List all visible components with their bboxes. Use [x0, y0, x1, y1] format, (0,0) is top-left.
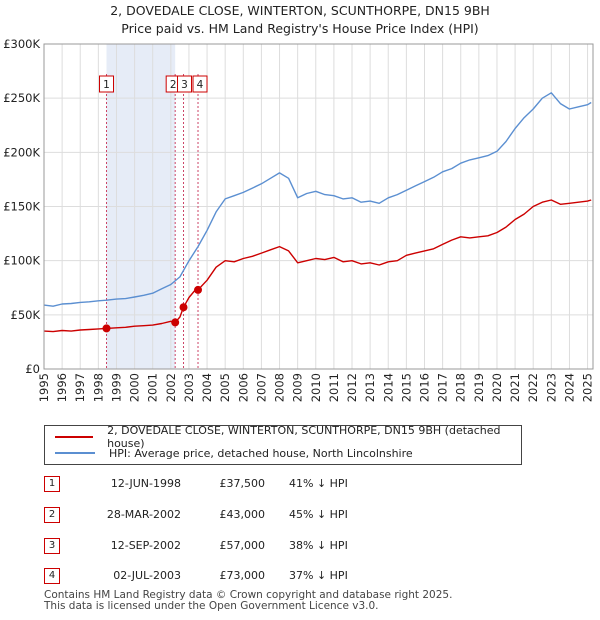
- plot-frame: [43, 43, 594, 370]
- x-tick-label: 1999: [109, 373, 123, 402]
- hpi-line: [43, 92, 592, 307]
- legend-label-hpi: HPI: Average price, detached house, Nort…: [109, 446, 413, 460]
- x-tick-label: 2023: [544, 373, 558, 402]
- transaction-number: 4: [44, 568, 60, 584]
- transaction-price: £37,500: [219, 477, 266, 490]
- transaction-number: 3: [44, 538, 60, 554]
- legend-label-property: 2, DOVEDALE CLOSE, WINTERTON, SCUNTHORPE…: [107, 424, 501, 450]
- transaction-number: 1: [44, 476, 60, 492]
- transaction-row: 3 12-SEP-2002 £57,000 38% ↓ HPI: [44, 538, 444, 554]
- sale-marker-label: 1: [103, 79, 110, 91]
- transaction-hpi: 38% ↓ HPI: [289, 539, 348, 552]
- x-tick-label: 2016: [417, 373, 431, 402]
- transaction-price: £73,000: [219, 569, 266, 582]
- legend-swatch-hpi: [55, 452, 95, 454]
- sale-marker-box: 1: [99, 75, 115, 93]
- chart-subtitle: Price paid vs. HM Land Registry's House …: [121, 21, 479, 36]
- transaction-row: 1 12-JUN-1998 £37,500 41% ↓ HPI: [44, 476, 444, 492]
- y-tick-label: £150K: [3, 200, 40, 214]
- transaction-hpi: 45% ↓ HPI: [289, 508, 348, 521]
- transaction-price: £43,000: [219, 508, 266, 521]
- legend-swatch-property: [55, 436, 94, 438]
- x-tick-label: 2011: [327, 373, 341, 402]
- sale-marker-frame: [177, 75, 193, 93]
- y-tick-label: £250K: [3, 91, 40, 105]
- x-tick-label: 2021: [508, 373, 522, 402]
- footer-license: This data is licensed under the Open Gov…: [44, 600, 379, 612]
- x-tick-label: 2019: [472, 373, 486, 402]
- x-tick-label: 2017: [436, 373, 450, 402]
- x-tick-label: 2025: [581, 373, 595, 402]
- sale-point: [179, 303, 188, 312]
- x-tick-label: 2008: [273, 373, 287, 402]
- x-tick-label: 2022: [526, 373, 540, 402]
- x-tick-label: 2024: [562, 373, 576, 402]
- x-tick-label: 2013: [363, 373, 377, 402]
- x-tick-label: 2014: [381, 373, 395, 402]
- sale-marker-frame: [192, 75, 208, 93]
- sale-marker-box: 4: [192, 75, 208, 93]
- footer-copyright: Contains HM Land Registry data © Crown c…: [44, 589, 453, 601]
- sale-marker-box: 3: [177, 75, 193, 93]
- x-tick-label: 1998: [91, 373, 105, 402]
- transaction-price: £57,000: [219, 539, 266, 552]
- x-tick-label: 2009: [291, 373, 305, 402]
- x-tick-label: 2001: [146, 373, 160, 402]
- transaction-row: 4 02-JUL-2003 £73,000 37% ↓ HPI: [44, 568, 444, 584]
- sale-point: [102, 324, 111, 333]
- transaction-date: 28-MAR-2002: [106, 508, 181, 521]
- x-tick-label: 2006: [236, 373, 250, 402]
- sale-point: [171, 318, 180, 327]
- legend-item-hpi: HPI: Average price, detached house, Nort…: [55, 445, 413, 461]
- transaction-date: 12-SEP-2002: [110, 539, 181, 552]
- transaction-date: 12-JUN-1998: [110, 477, 181, 490]
- y-tick-label: £300K: [3, 37, 40, 51]
- x-tick-label: 1996: [55, 373, 69, 402]
- x-tick-label: 2004: [200, 373, 214, 402]
- x-tick-label: 2010: [309, 373, 323, 402]
- sale-marker-label: 4: [197, 79, 204, 91]
- transaction-row: 2 28-MAR-2002 £43,000 45% ↓ HPI: [44, 507, 444, 523]
- sale-marker-frame: [99, 75, 115, 93]
- x-tick-label: 2005: [218, 373, 232, 402]
- x-tick-label: 2007: [254, 373, 268, 402]
- y-tick-label: £50K: [11, 308, 41, 322]
- legend-item-property: 2, DOVEDALE CLOSE, WINTERTON, SCUNTHORPE…: [55, 424, 521, 450]
- property-price-line: [43, 199, 592, 333]
- footer: Contains HM Land Registry data © Crown c…: [44, 590, 452, 612]
- sale-marker-label: 3: [181, 79, 188, 91]
- x-tick-label: 2015: [399, 373, 413, 402]
- x-tick-label: 2002: [164, 373, 178, 402]
- sale-point: [194, 285, 203, 294]
- x-tick-label: 1997: [73, 373, 87, 402]
- y-tick-label: £0: [25, 362, 40, 376]
- x-tick-label: 2000: [128, 373, 142, 402]
- x-tick-label: 1995: [37, 373, 51, 402]
- transaction-hpi: 41% ↓ HPI: [289, 477, 348, 490]
- legend: 2, DOVEDALE CLOSE, WINTERTON, SCUNTHORPE…: [44, 424, 522, 465]
- x-tick-label: 2012: [345, 373, 359, 402]
- transaction-date: 02-JUL-2003: [113, 569, 181, 582]
- y-tick-label: £200K: [3, 145, 40, 159]
- transaction-hpi: 37% ↓ HPI: [289, 569, 348, 582]
- transaction-number: 2: [44, 507, 60, 523]
- x-tick-label: 2003: [182, 373, 196, 402]
- y-tick-label: £100K: [3, 254, 40, 268]
- chart-title: 2, DOVEDALE CLOSE, WINTERTON, SCUNTHORPE…: [110, 3, 490, 18]
- sale-marker-label: 2: [170, 79, 177, 91]
- x-tick-label: 2020: [490, 373, 504, 402]
- x-tick-label: 2018: [454, 373, 468, 402]
